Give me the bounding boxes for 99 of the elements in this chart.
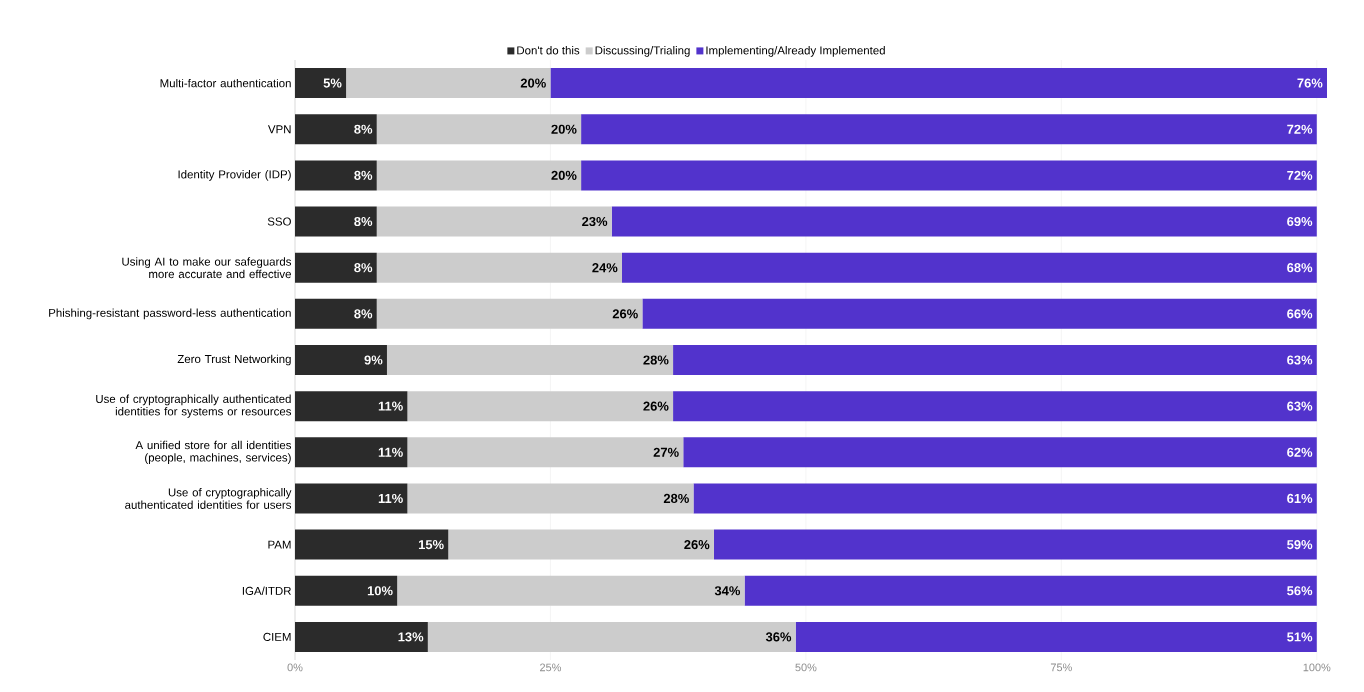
- data-label: 34%: [714, 586, 741, 596]
- bar: [621, 252, 1317, 283]
- bar: [295, 437, 408, 468]
- bar: [407, 483, 694, 514]
- data-label: 11%: [378, 401, 403, 411]
- bar: [581, 160, 1317, 191]
- bar: [295, 483, 408, 514]
- y-tick-label: PAM: [268, 540, 291, 549]
- bar: [642, 298, 1317, 329]
- bar: [295, 252, 377, 283]
- bar: [295, 575, 398, 606]
- data-label: 5%: [323, 78, 342, 88]
- y-tick-label: Zero Trust Networking: [177, 354, 291, 366]
- data-label: 8%: [354, 263, 373, 273]
- y-tick-label: SSO: [267, 217, 291, 226]
- data-label: 51%: [1287, 632, 1313, 642]
- data-label: 63%: [1287, 401, 1313, 411]
- data-label: 15%: [418, 540, 444, 550]
- data-label: 63%: [1287, 355, 1313, 365]
- bar: [713, 529, 1317, 560]
- bar: [295, 206, 377, 237]
- data-label: 11%: [378, 447, 403, 457]
- data-label: 8%: [354, 309, 373, 319]
- bar: [744, 575, 1317, 606]
- data-label: 59%: [1287, 540, 1313, 550]
- bar: [683, 437, 1317, 468]
- bar: [295, 345, 387, 375]
- bar: [295, 298, 377, 329]
- data-label: 28%: [663, 493, 689, 504]
- y-tick-label: Use of cryptographically authenticated identities for systems or resources: [96, 394, 292, 418]
- data-label: 13%: [398, 632, 424, 642]
- bar: [376, 114, 582, 145]
- data-label: 24%: [592, 263, 618, 273]
- data-label: 11%: [378, 493, 403, 504]
- data-label: 9%: [364, 355, 383, 365]
- data-label: 8%: [354, 170, 373, 180]
- data-label: 26%: [612, 309, 638, 319]
- legend-label: Don't do this: [517, 46, 580, 55]
- bar: [795, 621, 1317, 652]
- data-label: 61%: [1287, 493, 1313, 504]
- data-label: 20%: [551, 124, 577, 134]
- x-tick-label: 100%: [1303, 663, 1331, 672]
- x-tick-label: 50%: [795, 663, 817, 672]
- bar: [376, 252, 622, 283]
- data-label: 66%: [1287, 309, 1313, 319]
- y-tick-label: VPN: [267, 125, 291, 134]
- y-tick-label: Using AI to make our safeguards more accurate and effective: [122, 257, 292, 279]
- bar: [693, 483, 1317, 514]
- bar: [376, 298, 643, 329]
- data-label: 76%: [1297, 78, 1323, 88]
- bar: [673, 391, 1317, 422]
- data-label: 69%: [1287, 216, 1313, 227]
- data-label: 28%: [643, 355, 669, 365]
- data-label: 56%: [1287, 586, 1313, 596]
- x-tick-label: 25%: [540, 663, 562, 672]
- data-label: 20%: [551, 170, 577, 180]
- data-label: 72%: [1287, 170, 1313, 180]
- data-label: 68%: [1287, 263, 1313, 273]
- data-label: 26%: [684, 540, 710, 550]
- y-tick-label: Use of cryptographically authenticated identities for users: [125, 488, 292, 509]
- bar: [448, 529, 714, 560]
- data-label: 36%: [765, 632, 792, 642]
- bar: [295, 114, 377, 145]
- data-label: 27%: [653, 447, 679, 457]
- bar: [386, 345, 674, 375]
- bar: [407, 437, 684, 468]
- data-label: 8%: [354, 216, 373, 227]
- data-label: 62%: [1287, 447, 1313, 457]
- bar: [550, 68, 1327, 99]
- legend-label: Implementing/Already Implemented: [706, 46, 885, 57]
- x-tick-label: 0%: [287, 663, 303, 672]
- y-tick-label: A unified store for all identities (people, machines, services): [135, 440, 292, 464]
- bar: [673, 345, 1317, 375]
- bar: [346, 68, 551, 99]
- x-tick-label: 75%: [1050, 663, 1072, 672]
- bar: [397, 575, 745, 606]
- data-label: 23%: [582, 216, 608, 227]
- bar: [427, 621, 796, 652]
- legend-label: Discussing/Trialing: [595, 46, 690, 57]
- bar: [611, 206, 1317, 237]
- y-tick-label: Multi-factor authentication: [160, 78, 291, 88]
- bar: [295, 529, 449, 560]
- bar: [581, 114, 1317, 145]
- data-label: 8%: [354, 124, 373, 134]
- data-label: 10%: [367, 586, 393, 596]
- bar: [295, 68, 347, 99]
- y-tick-label: IGA/ITDR: [242, 586, 291, 595]
- bar: [295, 160, 377, 191]
- bar: [376, 206, 612, 237]
- y-tick-label: Phishing-resistant password-less authentication: [49, 308, 291, 320]
- bar: [407, 391, 674, 422]
- bar: [295, 621, 428, 652]
- data-label: 72%: [1287, 124, 1313, 134]
- y-tick-label: Identity Provider (IDP): [178, 170, 291, 181]
- y-tick-label: CIEM: [263, 632, 291, 641]
- bar: [295, 391, 408, 422]
- data-label: 26%: [643, 401, 669, 411]
- bar: [376, 160, 582, 191]
- data-label: 20%: [520, 78, 546, 88]
